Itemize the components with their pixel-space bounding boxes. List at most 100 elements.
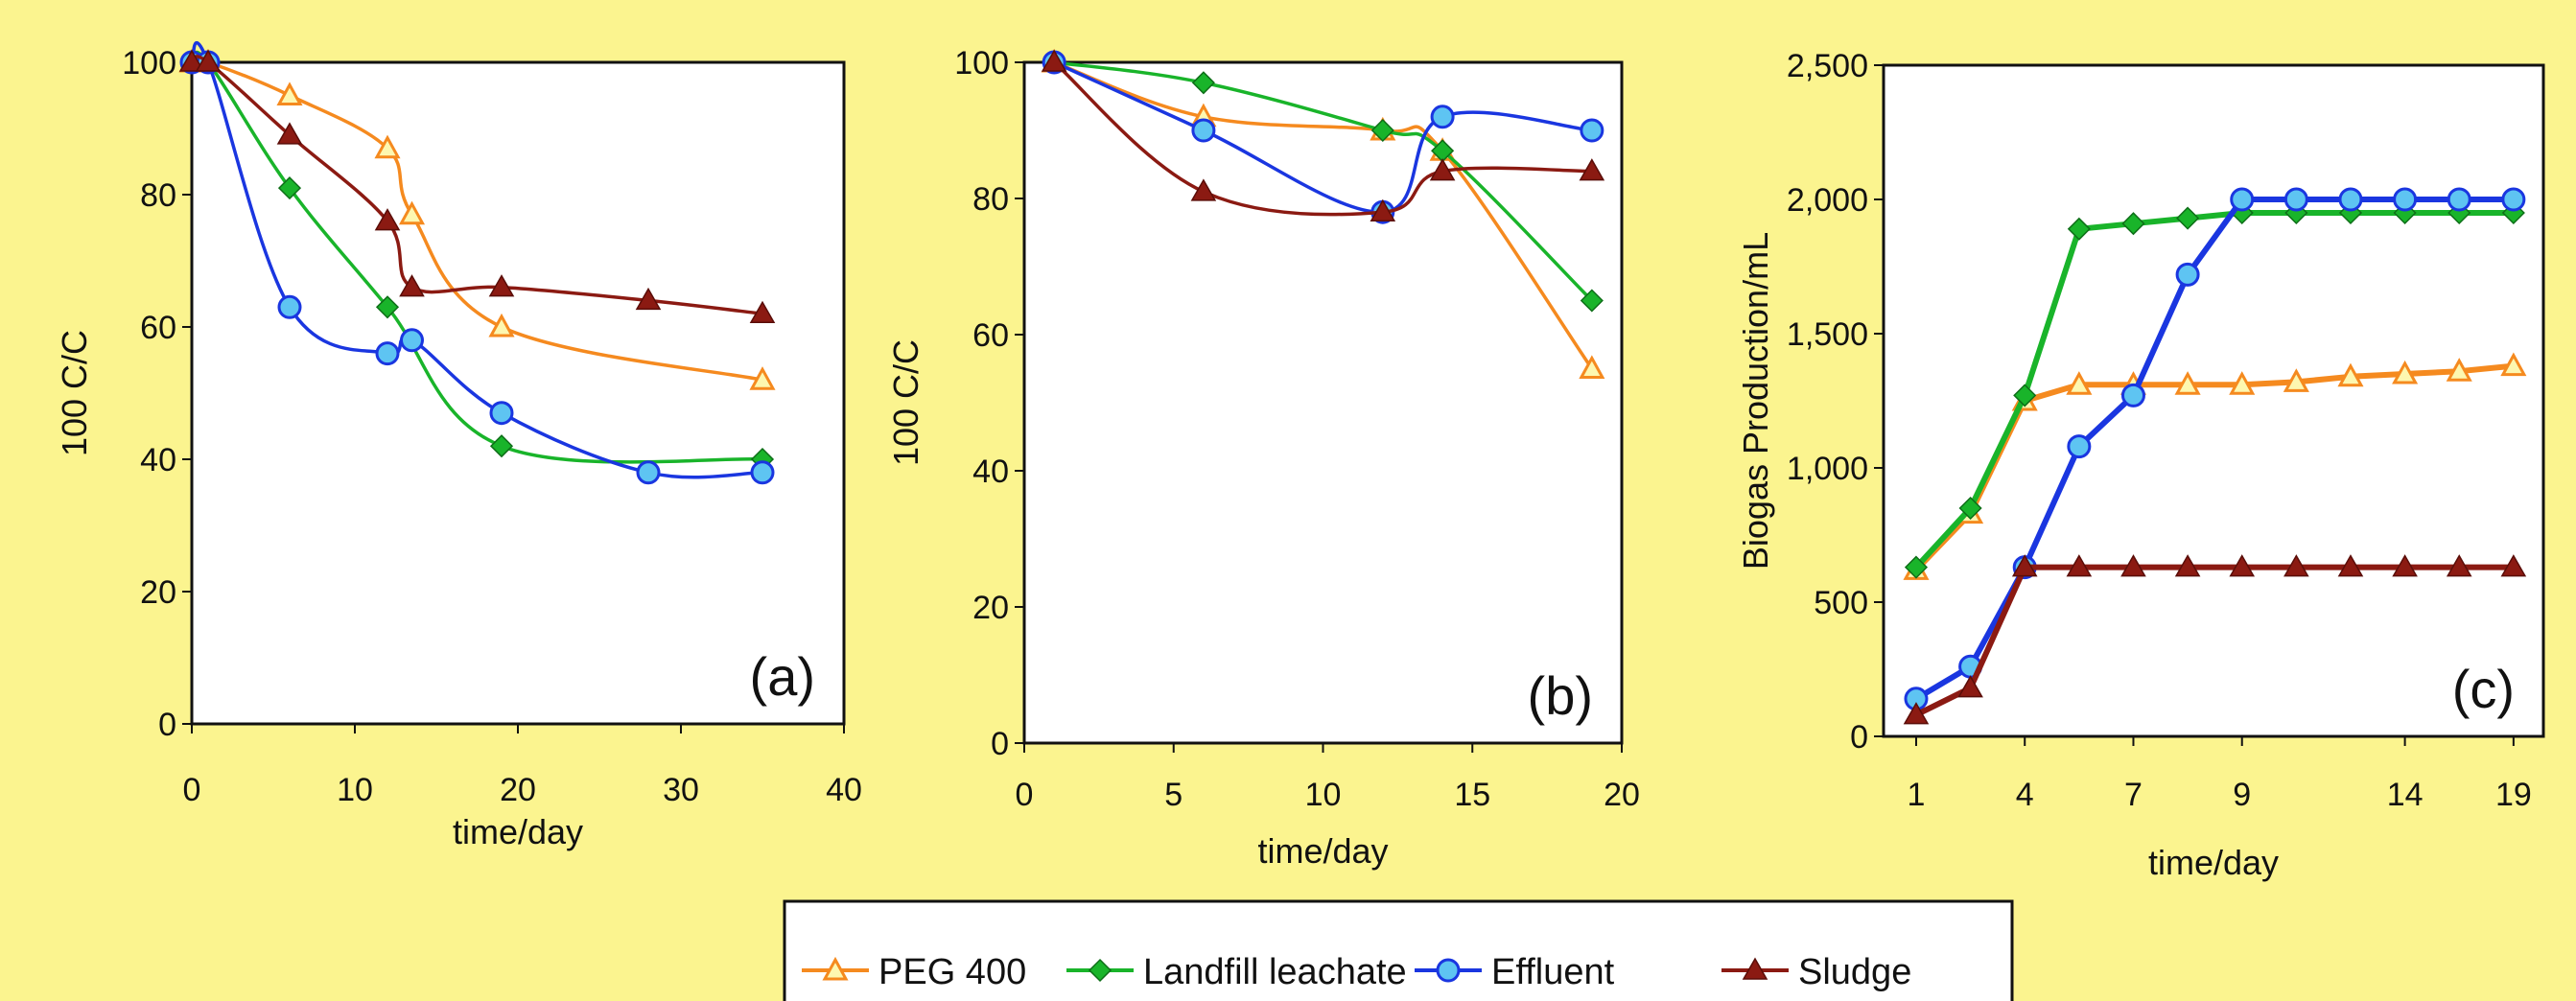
panel-c-xtick-label: 1 bbox=[1908, 777, 1926, 813]
panel-a-y-axis-label: 100 C/C bbox=[55, 330, 94, 456]
panel-a-series-line bbox=[191, 55, 763, 315]
panel-a-ytick-label: 100 bbox=[122, 45, 176, 81]
panel-c-data-point bbox=[2230, 187, 2255, 212]
panel-a-plot-area bbox=[190, 60, 846, 726]
panel-b-plot-area bbox=[1022, 60, 1624, 745]
panel-b-panel-label: (b) bbox=[1528, 665, 1593, 726]
panel-c-data-point bbox=[2066, 371, 2093, 395]
panel-b-x-axis-label: time/day bbox=[1257, 831, 1388, 871]
panel-c-ytick-label: 0 bbox=[1850, 719, 1868, 756]
panel-c-data-point bbox=[2229, 371, 2256, 395]
panel-c-data-point bbox=[2121, 212, 2145, 236]
panel-c-data-point bbox=[1957, 675, 1983, 698]
legend-entry-effluent: Effluent bbox=[1415, 952, 1615, 992]
panel-b-data-point bbox=[1370, 198, 1396, 221]
panel-a-ytick-label: 0 bbox=[158, 707, 176, 743]
panel-b-data-point bbox=[1579, 158, 1605, 181]
panel-c-data-point bbox=[2283, 187, 2308, 212]
panel-c-plot-area bbox=[1882, 63, 2545, 738]
panel-b-data-point bbox=[1191, 118, 1216, 143]
panel-c-series-line bbox=[1914, 564, 2514, 718]
panel-b-ytick-label: 100 bbox=[954, 45, 1009, 81]
panel-c-data-point bbox=[2337, 362, 2364, 387]
panel-b-xtick-label: 15 bbox=[1454, 777, 1490, 813]
panel-c-x-axis-label: time/day bbox=[2148, 843, 2279, 882]
panel-b-y-axis-label: 100 C/C bbox=[886, 339, 925, 466]
panel-c-data-point bbox=[2338, 187, 2363, 212]
panel-a-data-point bbox=[276, 81, 303, 105]
panel-a-data-point bbox=[635, 287, 662, 311]
panel-b-data-point bbox=[1580, 289, 1604, 313]
panel-b-xtick-label: 10 bbox=[1305, 777, 1342, 813]
panel-a-data-point bbox=[277, 294, 302, 319]
panel-b-ytick-label: 60 bbox=[972, 317, 1009, 354]
panel-c-data-point bbox=[2392, 360, 2419, 384]
panel-b-xtick-label: 20 bbox=[1604, 777, 1640, 813]
panel-a-data-point bbox=[488, 274, 515, 297]
panel-c-data-point bbox=[2283, 368, 2309, 392]
legend-box bbox=[783, 899, 2014, 1001]
panel-b bbox=[1015, 48, 1624, 753]
panel-c-data-point bbox=[1903, 702, 1930, 725]
panel-a-data-point bbox=[375, 341, 400, 366]
panel-a-data-point bbox=[749, 300, 776, 323]
legend-swatch-marker bbox=[822, 956, 849, 981]
panel-c-data-point bbox=[2175, 262, 2200, 287]
panel-a-xtick-label: 0 bbox=[183, 772, 201, 808]
panel-c-data-point bbox=[2500, 554, 2527, 577]
panel-c-data-point bbox=[2229, 554, 2256, 577]
panel-a-series-line bbox=[191, 58, 763, 382]
panel-b-ytick-label: 40 bbox=[972, 454, 1009, 490]
legend-label: Sludge bbox=[1798, 952, 1911, 992]
panel-a-data-point bbox=[750, 460, 775, 485]
panel-c-data-point bbox=[2176, 206, 2200, 230]
panel-a-data-point bbox=[488, 313, 515, 338]
panel-c-data-point bbox=[2447, 187, 2471, 212]
legend-label: PEG 400 bbox=[878, 952, 1026, 992]
panel-c-data-point bbox=[2120, 383, 2145, 407]
panel-a-x-axis-label: time/day bbox=[453, 812, 583, 851]
panel-c-data-point bbox=[2393, 187, 2418, 212]
panel-c-ytick-label: 2,500 bbox=[1787, 48, 1868, 84]
panel-c-data-point bbox=[2174, 371, 2201, 395]
panel-b-data-point bbox=[1580, 118, 1604, 143]
panel-c-data-point bbox=[2066, 554, 2093, 577]
panel-c bbox=[1874, 63, 2545, 746]
panel-c-ytick-label: 500 bbox=[1814, 585, 1868, 621]
panel-c-panel-label: (c) bbox=[2452, 659, 2515, 719]
panel-a-ytick-label: 40 bbox=[140, 442, 176, 478]
panel-c-xtick-label: 14 bbox=[2387, 777, 2424, 813]
panel-c-data-point bbox=[2446, 554, 2472, 577]
panel-c-xtick-label: 9 bbox=[2233, 777, 2251, 813]
panel-a-data-point bbox=[195, 49, 222, 72]
panel-c-data-point bbox=[2392, 554, 2418, 577]
panel-a-data-point bbox=[489, 401, 514, 426]
panel-c-data-point bbox=[2337, 554, 2364, 577]
panel-b-series-line bbox=[1053, 60, 1592, 217]
panel-c-data-point bbox=[2501, 187, 2526, 212]
panel-c-data-point bbox=[2446, 358, 2472, 382]
panel-c-data-point bbox=[1904, 555, 1929, 579]
panel-c-data-point bbox=[2174, 554, 2201, 577]
panel-c-data-point bbox=[2067, 434, 2092, 459]
panel-a-data-point bbox=[178, 49, 205, 72]
panel-a-panel-label: (a) bbox=[750, 646, 815, 707]
panel-c-series-sludge bbox=[1903, 554, 2527, 725]
panel-a-data-point bbox=[749, 366, 776, 390]
panel-a-data-point bbox=[374, 208, 401, 231]
panel-a-series-sludge bbox=[178, 49, 776, 323]
panel-a-ytick-label: 60 bbox=[140, 310, 176, 346]
panel-a-ytick-label: 20 bbox=[140, 574, 176, 611]
panel-c-xtick-label: 4 bbox=[2016, 777, 2034, 813]
panel-a-xtick-label: 20 bbox=[500, 772, 536, 808]
panel-b-xtick-label: 0 bbox=[1016, 777, 1034, 813]
panel-a-xtick-label: 30 bbox=[663, 772, 699, 808]
panel-a-series-line bbox=[190, 40, 763, 479]
legend-swatch-marker bbox=[1436, 958, 1461, 983]
panel-a-data-point bbox=[636, 460, 661, 485]
panel-a-data-point bbox=[399, 274, 425, 297]
panel-b-data-point bbox=[1190, 178, 1217, 201]
panel-a-data-point bbox=[398, 200, 426, 225]
panel-a-data-point bbox=[277, 176, 302, 200]
